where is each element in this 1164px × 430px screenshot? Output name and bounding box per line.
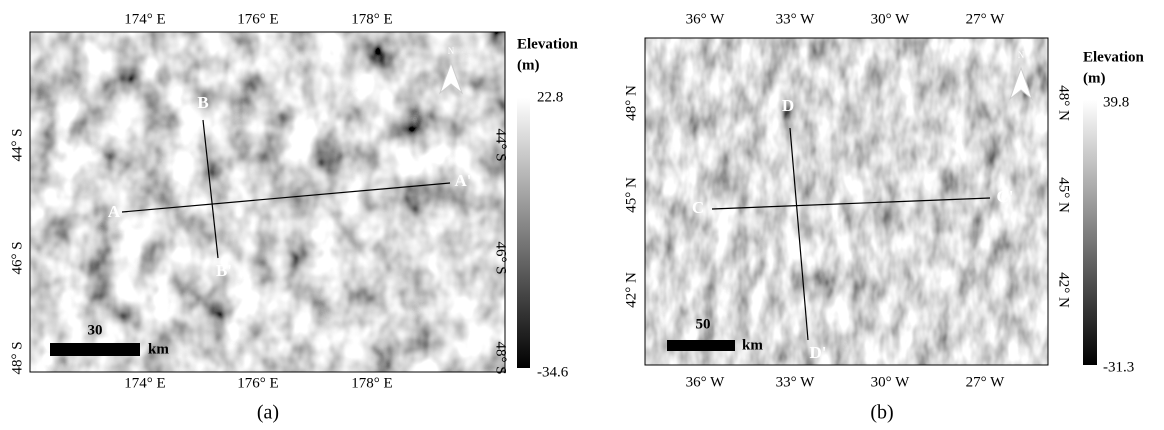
x-tick-label: 176° E bbox=[237, 375, 278, 391]
elevation-map bbox=[645, 38, 1048, 365]
legend-max: 39.8 bbox=[1103, 94, 1129, 110]
legend-min: -31.3 bbox=[1103, 359, 1134, 375]
y-tick-label: 48° S bbox=[9, 341, 25, 374]
x-tick-label: 30° W bbox=[871, 374, 910, 390]
legend-title: Elevation bbox=[1083, 49, 1144, 65]
y-tick-label: 48° N bbox=[623, 85, 639, 121]
profile-label: A bbox=[108, 202, 121, 221]
x-tick-label: 30° W bbox=[871, 11, 910, 27]
y-tick-label: 45° N bbox=[623, 177, 639, 213]
legend-max: 22.8 bbox=[537, 89, 563, 105]
x-tick-label: 176° E bbox=[237, 11, 278, 27]
legend-ramp bbox=[1083, 100, 1097, 365]
y-tick-label: 44° S bbox=[493, 128, 509, 161]
x-tick-label: 178° E bbox=[351, 11, 392, 27]
x-tick-label: 27° W bbox=[966, 11, 1005, 27]
y-tick-label: 42° N bbox=[1056, 272, 1072, 308]
panel-b: 36° W 33° W 30° W 27° W 36° W 33° W 30° … bbox=[623, 11, 1144, 423]
scale-bar bbox=[50, 343, 140, 356]
profile-label: C bbox=[692, 198, 704, 217]
profile-label: A' bbox=[455, 171, 472, 190]
scale-length: 50 bbox=[696, 316, 711, 332]
panel-label: (a) bbox=[257, 402, 279, 424]
elevation-map bbox=[30, 32, 505, 372]
x-tick-label: 36° W bbox=[686, 374, 725, 390]
legend-min: -34.6 bbox=[537, 364, 569, 380]
north-label: N bbox=[448, 46, 455, 56]
north-label: N bbox=[1018, 50, 1025, 60]
legend-ramp bbox=[517, 98, 530, 368]
map-frame bbox=[644, 37, 1049, 366]
north-arrow bbox=[1008, 66, 1034, 101]
x-tick-label: 174° E bbox=[124, 375, 165, 391]
profile-line bbox=[711, 197, 991, 210]
legend-unit: (m) bbox=[1083, 70, 1106, 86]
y-tick-label: 46° S bbox=[9, 241, 25, 274]
panel-a: 174° E 176° E 178° E 174° E 176° E 178° … bbox=[9, 11, 578, 423]
x-tick-label: 178° E bbox=[351, 375, 392, 391]
profile-label: B' bbox=[216, 261, 232, 280]
scale-length: 30 bbox=[88, 322, 103, 338]
y-tick-label: 44° S bbox=[9, 128, 25, 161]
map-frame bbox=[29, 31, 506, 373]
legend-unit: (m) bbox=[517, 57, 540, 73]
scale-bar bbox=[667, 340, 735, 351]
profile-label: C' bbox=[997, 187, 1014, 206]
legend-title: Elevation bbox=[517, 36, 578, 52]
panel-label: (b) bbox=[870, 402, 893, 424]
profile-label: D bbox=[782, 96, 794, 115]
scale-unit: km bbox=[742, 337, 763, 353]
y-tick-label: 42° N bbox=[623, 272, 639, 308]
x-tick-label: 27° W bbox=[966, 374, 1005, 390]
y-tick-label: 45° N bbox=[1056, 177, 1072, 213]
x-tick-label: 36° W bbox=[686, 11, 725, 27]
north-arrow bbox=[438, 61, 464, 95]
x-tick-label: 33° W bbox=[776, 374, 815, 390]
x-tick-label: 174° E bbox=[124, 11, 165, 27]
x-tick-label: 33° W bbox=[776, 11, 815, 27]
profile-line bbox=[121, 182, 451, 213]
profile-label: B bbox=[197, 93, 208, 112]
profile-line bbox=[202, 119, 219, 259]
profile-line bbox=[789, 127, 809, 341]
y-tick-label: 48° N bbox=[1056, 85, 1072, 121]
y-tick-label: 48° S bbox=[493, 341, 509, 374]
y-tick-label: 46° S bbox=[493, 241, 509, 274]
profile-label: D' bbox=[810, 343, 827, 362]
scale-unit: km bbox=[148, 341, 169, 357]
